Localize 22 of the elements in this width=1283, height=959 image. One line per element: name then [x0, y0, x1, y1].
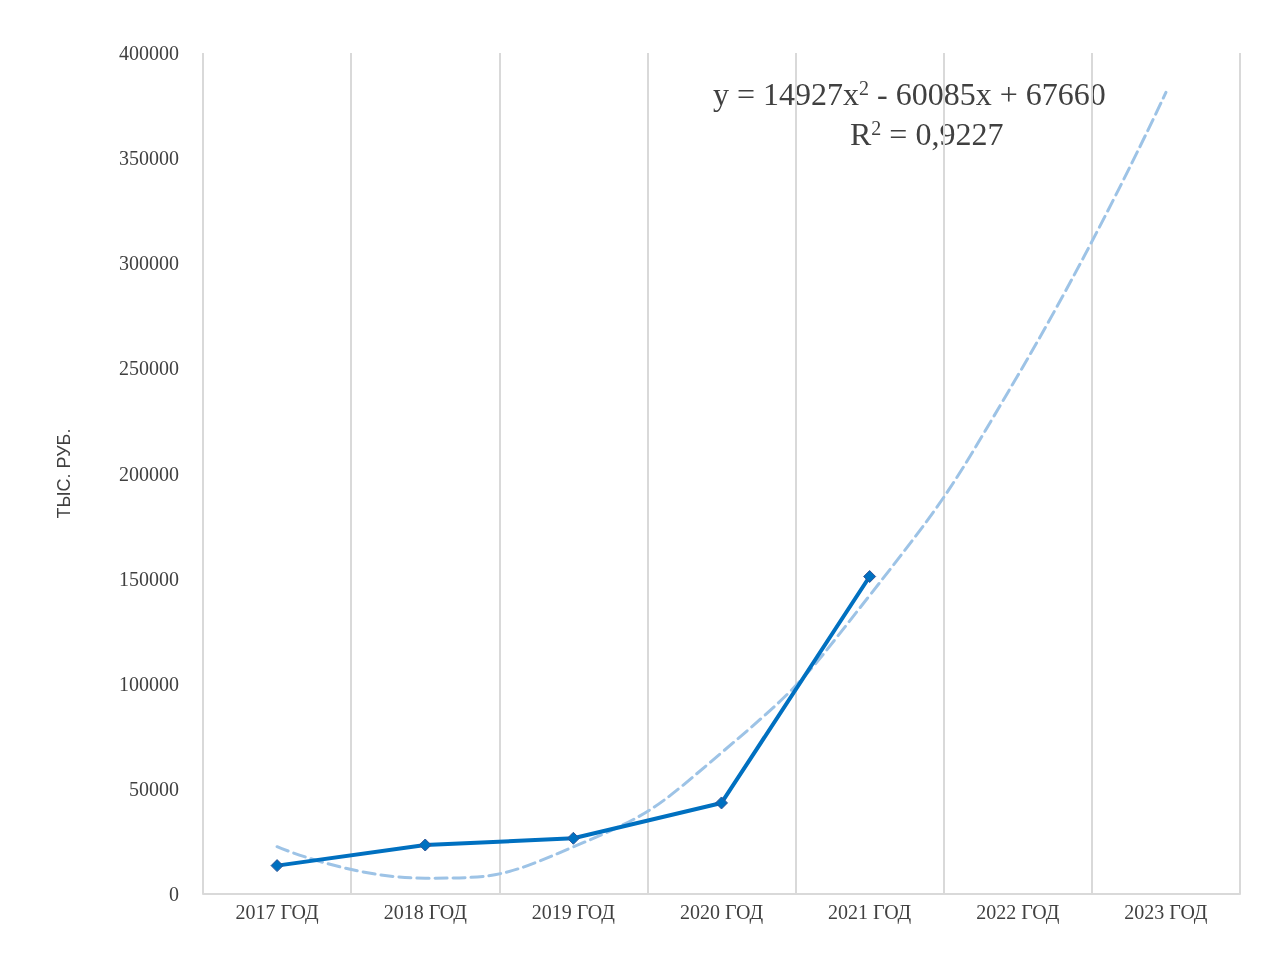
y-tick-label: 150000	[119, 567, 179, 590]
y-tick-label: 400000	[119, 42, 179, 64]
y-tick-label: 250000	[119, 357, 179, 380]
y-axis-title: ТЫС. РУБ.	[54, 428, 74, 519]
y-tick-label: 0	[169, 883, 179, 905]
point	[566, 831, 580, 845]
y-tick-label: 100000	[119, 672, 179, 695]
point	[270, 859, 284, 873]
point	[715, 796, 728, 810]
y-tick-label: 300000	[119, 252, 179, 275]
x-tick-label: 2023 ГОД	[1124, 901, 1208, 924]
y-tick-label: 350000	[119, 147, 179, 170]
x-tick-label: 2022 ГОД	[976, 901, 1060, 924]
x-tick-label: 2020 ГОД	[679, 901, 764, 924]
x-tick-label: 2021 ГОД	[828, 901, 912, 924]
point	[863, 570, 877, 584]
x-tick-label: 2017 ГОД	[235, 901, 320, 924]
point	[418, 838, 432, 852]
y-tick-label: 200000	[119, 462, 179, 485]
x-tick-label: 2019 ГОД	[531, 901, 616, 924]
x-tick-label: 2018 ГОД	[383, 901, 468, 924]
y-tick-label: 50000	[129, 777, 179, 800]
